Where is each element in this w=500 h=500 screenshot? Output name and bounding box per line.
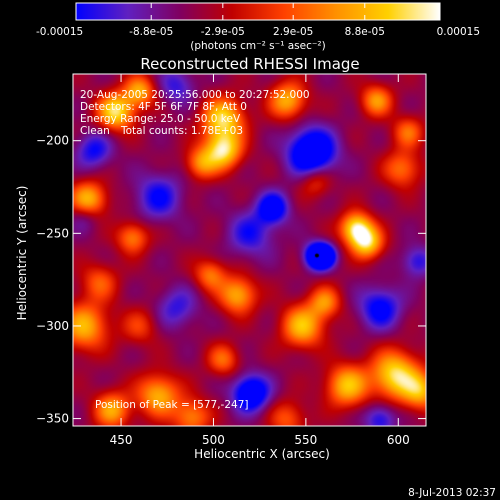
x-tick-label: 450	[110, 433, 133, 447]
footer-date: 8-Jul-2013 02:37	[408, 487, 496, 499]
y-tick-label: −200	[36, 134, 69, 148]
colorbar-tick-label: -0.00015	[36, 26, 83, 38]
colorbar-units-label: (photons cm⁻² s⁻¹ asec⁻²)	[190, 40, 325, 52]
y-axis-label: Heliocentric Y (arcsec)	[15, 186, 29, 321]
x-axis-label: Heliocentric X (arcsec)	[194, 447, 330, 461]
x-tick-label: 600	[387, 433, 410, 447]
x-tick-label: 550	[294, 433, 317, 447]
annotation-detectors: Detectors: 4F 5F 6F 7F 8F, Att 0	[80, 101, 247, 113]
x-axis-ticks: 450 500 550 600	[110, 74, 410, 447]
heatmap-area	[72, 73, 427, 427]
annotation-peak-position: Position of Peak = [577,-247]	[95, 399, 249, 411]
y-tick-label: −350	[36, 412, 69, 426]
plot-frame	[72, 73, 427, 427]
annotations: 20-Aug-2005 20:25:56.000 to 20:27:52.000…	[80, 89, 310, 411]
heatmap-image	[73, 74, 426, 426]
colorbar-gradient	[75, 2, 441, 21]
annotation-clean: Clean	[80, 125, 110, 137]
annotation-energy-range: Energy Range: 25.0 - 50.0 keV	[80, 113, 241, 125]
x-tick-label: 500	[202, 433, 225, 447]
colorbar-tick-label: 2.9e-05	[273, 26, 313, 38]
colorbar-tick-label: 0.00015	[437, 26, 480, 38]
chart-title: Reconstructed RHESSI Image	[140, 55, 359, 73]
y-axis-ticks: −200 −250 −300 −350	[36, 134, 426, 426]
colorbar-tick-label: -2.9e-05	[201, 26, 245, 38]
heatmap-canvas-wrap	[73, 74, 426, 426]
annotation-time-range: 20-Aug-2005 20:25:56.000 to 20:27:52.000	[80, 89, 310, 101]
y-tick-label: −250	[36, 226, 69, 240]
y-tick-label: −300	[36, 319, 69, 333]
colorbar-tick-label: -8.8e-05	[129, 26, 173, 38]
colorbar-tick-label: 8.8e-05	[345, 26, 385, 38]
colorbar-ticks: -0.00015 -8.8e-05 -2.9e-05 2.9e-05 8.8e-05 0.…	[36, 3, 480, 38]
annotation-total-counts: Total counts: 1.78E+03	[120, 125, 243, 137]
colorbar: -0.00015 -8.8e-05 -2.9e-05 2.9e-05 8.8e-05 0.…	[36, 2, 480, 52]
